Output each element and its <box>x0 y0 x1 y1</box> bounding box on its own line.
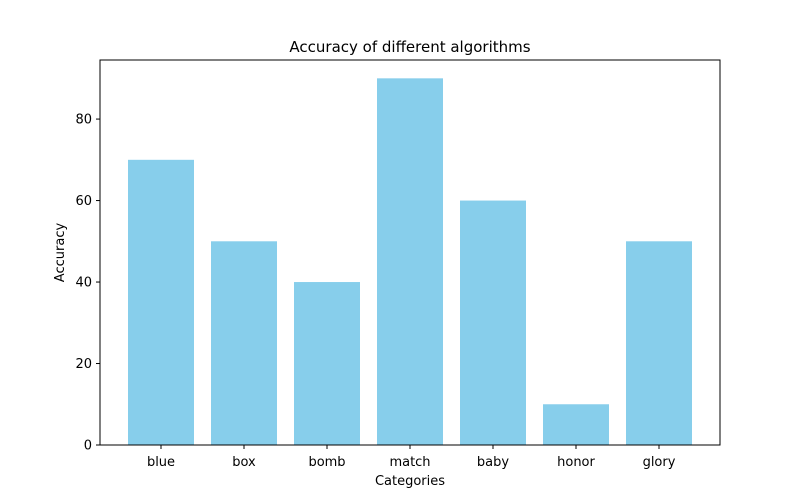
y-tick-label-0: 0 <box>84 439 92 454</box>
x-axis-label: Categories <box>375 474 445 489</box>
y-tick-label-60: 60 <box>75 194 92 209</box>
x-tick-label-blue: blue <box>147 455 175 470</box>
bar-blue <box>128 159 194 445</box>
bar-match <box>377 78 443 445</box>
bar-glory <box>626 241 692 445</box>
x-tick-label-box: box <box>232 455 256 470</box>
y-axis-ticks: 0 20 40 60 80 <box>75 113 100 454</box>
x-axis-ticks: blue box bomb match baby honor glory <box>147 445 676 470</box>
y-axis-label: Accuracy <box>53 223 68 283</box>
bar-box <box>211 241 277 445</box>
y-tick-label-20: 20 <box>75 357 92 372</box>
bar-bomb <box>294 282 360 445</box>
x-tick-label-glory: glory <box>643 455 676 470</box>
x-tick-label-baby: baby <box>477 455 509 470</box>
bar-baby <box>460 200 526 445</box>
bars-group <box>128 78 692 445</box>
y-tick-label-80: 80 <box>75 113 92 128</box>
x-tick-label-match: match <box>389 455 430 470</box>
chart-title: Accuracy of different algorithms <box>289 38 530 56</box>
x-tick-label-honor: honor <box>557 455 595 470</box>
bar-honor <box>543 404 609 445</box>
y-tick-label-40: 40 <box>75 276 92 291</box>
x-tick-label-bomb: bomb <box>308 455 345 470</box>
